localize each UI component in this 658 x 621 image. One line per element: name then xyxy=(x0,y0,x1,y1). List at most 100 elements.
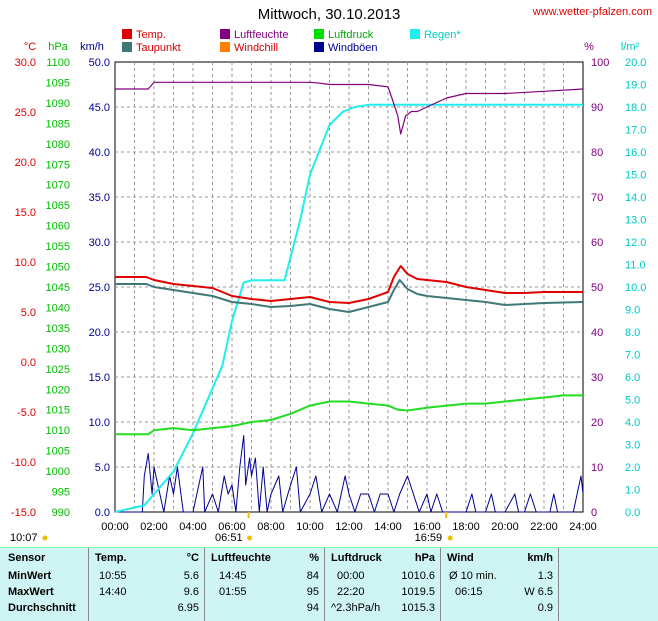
y-tick-pressure: 995 xyxy=(52,487,70,499)
row-label-avg: Durchschnitt xyxy=(8,602,76,614)
y-tick-pressure: 1050 xyxy=(46,262,70,274)
pressure-max-time: 22:20 xyxy=(337,586,365,598)
y-tick-wind: 10.0 xyxy=(89,417,110,429)
y-tick-pressure: 1030 xyxy=(46,343,70,355)
y-tick-temp: -15.0 xyxy=(11,507,36,519)
y-tick-rain: 15.0 xyxy=(625,170,646,182)
temp-unit: °C xyxy=(186,552,199,564)
legend-label: Windchill xyxy=(234,42,278,54)
humidity-column: Luftfeuchte % 14:45 01:55 84 95 94 xyxy=(204,548,325,621)
y-tick-rain: 14.0 xyxy=(625,192,646,204)
y-tick-temp: 30.0 xyxy=(15,57,36,69)
x-tick-label: 22:00 xyxy=(530,521,558,533)
legend-swatch xyxy=(122,42,132,52)
y-tick-pressure: 1080 xyxy=(46,139,70,151)
y-tick-humidity: 70 xyxy=(591,192,603,204)
y-tick-pressure: 1000 xyxy=(46,466,70,478)
humidity-unit: % xyxy=(309,552,319,564)
x-tick-label: 18:00 xyxy=(452,521,480,533)
y-tick-rain: 12.0 xyxy=(625,237,646,249)
series-line-taupunkt xyxy=(115,279,584,313)
y-tick-temp: 10.0 xyxy=(15,257,36,269)
humidity-header: Luftfeuchte xyxy=(211,552,271,564)
sunset-label: 16:59 xyxy=(415,532,443,544)
legend-label: Taupunkt xyxy=(136,42,181,54)
y-tick-wind: 20.0 xyxy=(89,327,110,339)
y-tick-rain: 2.0 xyxy=(625,462,640,474)
humidity-max-time: 01:55 xyxy=(219,586,247,598)
legend-label: Temp. xyxy=(136,29,166,41)
y-tick-rain: 9.0 xyxy=(625,305,640,317)
y-tick-rain: 16.0 xyxy=(625,147,646,159)
y-tick-temp: 0.0 xyxy=(21,357,36,369)
y-tick-humidity: 90 xyxy=(591,102,603,114)
y-tick-temp: -5.0 xyxy=(17,407,36,419)
y-tick-rain: 7.0 xyxy=(625,350,640,362)
x-tick-label: 10:00 xyxy=(296,521,324,533)
y-tick-pressure: 1045 xyxy=(46,282,70,294)
y-tick-rain: 18.0 xyxy=(625,102,646,114)
stats-table: Sensor MinWert MaxWert Durchschnitt Temp… xyxy=(0,547,658,621)
y-tick-pressure: 1065 xyxy=(46,200,70,212)
x-tick-label: 20:00 xyxy=(491,521,519,533)
y-tick-rain: 11.0 xyxy=(625,260,646,272)
unit-temp: °C xyxy=(24,41,36,53)
pressure-column: Luftdruck hPa 00:00 22:20 ^2.3hPa/h 1010… xyxy=(324,548,441,621)
x-tick-label: 04:00 xyxy=(179,521,207,533)
temp-column: Temp. °C 10:55 14:40 5.6 9.6 6.95 xyxy=(88,548,205,621)
wind-unit: km/h xyxy=(527,552,553,564)
row-label-min: MinWert xyxy=(8,570,52,582)
pressure-max-value: 1019.5 xyxy=(401,586,435,598)
y-tick-humidity: 10 xyxy=(591,462,603,474)
y-tick-temp: 15.0 xyxy=(15,207,36,219)
y-tick-wind: 50.0 xyxy=(89,57,110,69)
humidity-avg-value: 94 xyxy=(306,602,319,614)
y-tick-rain: 20.0 xyxy=(625,57,646,69)
weather-chart: 30.0 25.0 20.0 15.0 10.0 5.0 0.0 -5.0 -10.0 -15.0… xyxy=(10,29,646,544)
temp-min-value: 5.6 xyxy=(183,570,199,582)
y-tick-humidity: 0 xyxy=(591,507,597,519)
y-tick-rain: 5.0 xyxy=(625,395,640,407)
y-tick-wind: 40.0 xyxy=(89,147,110,159)
sun-icon xyxy=(42,535,48,541)
y-tick-rain: 19.0 xyxy=(625,80,646,92)
legend-swatch xyxy=(220,29,230,39)
y-tick-pressure: 1005 xyxy=(46,446,70,458)
y-tick-wind: 25.0 xyxy=(89,282,110,294)
row-label-max: MaxWert xyxy=(8,586,54,598)
y-tick-rain: 6.0 xyxy=(625,372,640,384)
y-tick-pressure: 1015 xyxy=(46,405,70,417)
x-tick-label: 12:00 xyxy=(335,521,363,533)
y-tick-pressure: 1070 xyxy=(46,180,70,192)
temp-min-time: 10:55 xyxy=(99,570,127,582)
wind-max-time: 06:15 xyxy=(455,586,483,598)
x-tick-label: 16:00 xyxy=(413,521,441,533)
pressure-min-time: 00:00 xyxy=(337,570,365,582)
site-url[interactable]: www.wetter-pfalzen.com xyxy=(532,6,652,18)
chart-title: Mittwoch, 30.10.2013 xyxy=(257,6,401,23)
wind-avg-note: Ø 10 min. xyxy=(449,570,497,582)
y-tick-pressure: 1020 xyxy=(46,384,70,396)
x-tick-label: 02:00 xyxy=(140,521,168,533)
unit-humidity: % xyxy=(584,41,594,53)
x-tick-label: 06:00 xyxy=(218,521,246,533)
temp-max-time: 14:40 xyxy=(99,586,127,598)
sunrise-label: 06:51 xyxy=(215,532,243,544)
y-tick-rain: 4.0 xyxy=(625,417,640,429)
wind-header: Wind xyxy=(447,552,474,564)
y-tick-pressure: 1090 xyxy=(46,98,70,110)
legend-label: Regen* xyxy=(424,29,461,41)
unit-rain: l/m² xyxy=(621,41,640,53)
y-tick-pressure: 990 xyxy=(52,507,70,519)
humidity-max-value: 95 xyxy=(306,586,319,598)
x-tick-label: 08:00 xyxy=(257,521,285,533)
x-tick-label: 14:00 xyxy=(374,521,402,533)
y-tick-pressure: 1035 xyxy=(46,323,70,335)
legend-label: Luftfeuchte xyxy=(234,29,288,41)
y-tick-humidity: 60 xyxy=(591,237,603,249)
y-tick-humidity: 50 xyxy=(591,282,603,294)
y-tick-wind: 35.0 xyxy=(89,192,110,204)
y-tick-pressure: 1100 xyxy=(46,57,70,69)
daylength-label: 10:07 xyxy=(10,532,38,544)
y-tick-rain: 10.0 xyxy=(625,282,646,294)
